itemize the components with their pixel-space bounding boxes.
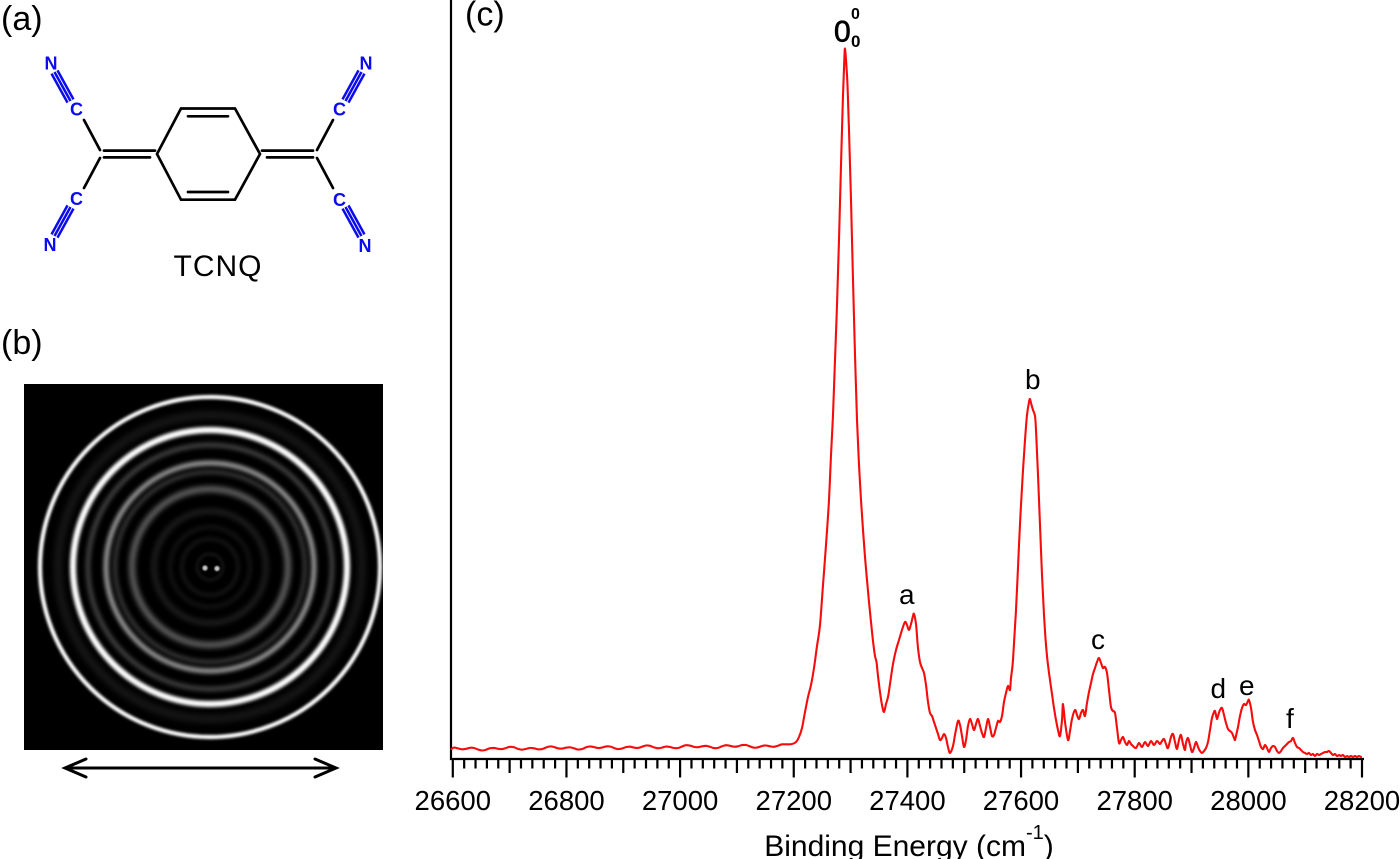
svg-text:C: C	[333, 190, 346, 210]
svg-text:26600: 26600	[415, 785, 491, 816]
svg-text:N: N	[359, 236, 372, 256]
svg-text:TCNQ: TCNQ	[174, 250, 263, 283]
svg-text:C: C	[70, 189, 83, 209]
svg-text:27000: 27000	[642, 785, 718, 816]
svg-text:27800: 27800	[1096, 785, 1172, 816]
svg-text:28000: 28000	[1210, 785, 1286, 816]
svg-text:26800: 26800	[528, 785, 604, 816]
svg-text:0: 0	[834, 16, 851, 49]
svg-text:f: f	[1286, 703, 1294, 734]
svg-text:(a): (a)	[1, 0, 43, 38]
svg-text:N: N	[44, 235, 57, 255]
svg-text:e: e	[1239, 670, 1255, 701]
svg-text:0: 0	[851, 32, 860, 51]
svg-text:b: b	[1025, 364, 1041, 395]
svg-text:a: a	[899, 579, 915, 610]
svg-text:(b): (b)	[1, 324, 43, 362]
svg-text:C: C	[333, 100, 346, 120]
svg-text:C: C	[70, 100, 83, 120]
svg-text:28200: 28200	[1324, 785, 1400, 816]
svg-text:27200: 27200	[756, 785, 832, 816]
svg-text:N: N	[45, 54, 58, 74]
svg-text:N: N	[360, 54, 373, 74]
svg-text:27400: 27400	[869, 785, 945, 816]
svg-text:27600: 27600	[983, 785, 1059, 816]
svg-text:c: c	[1091, 624, 1105, 655]
svg-text:(c): (c)	[465, 0, 505, 34]
svg-text:d: d	[1211, 673, 1227, 704]
svg-text:0: 0	[851, 6, 860, 23]
